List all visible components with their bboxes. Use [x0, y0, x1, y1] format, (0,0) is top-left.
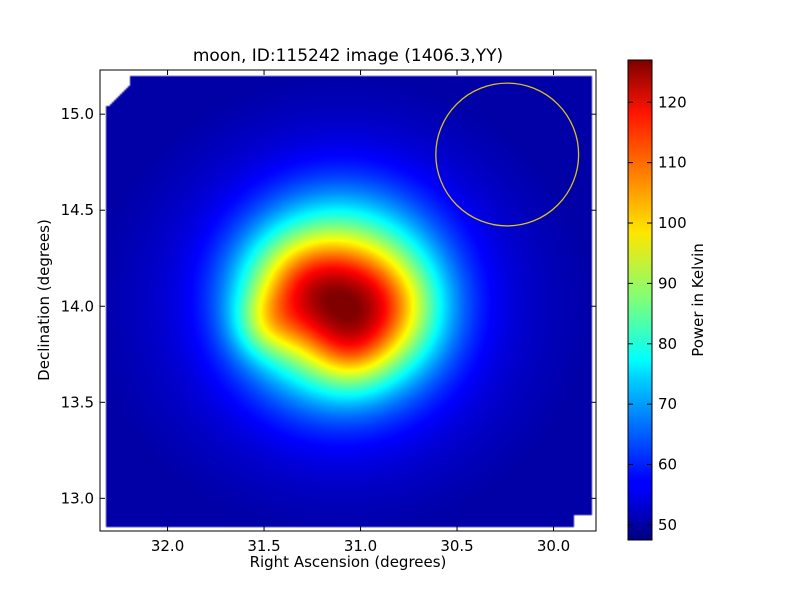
x-tick-label: 30.0 [537, 537, 570, 555]
colorbar-tick-label: 60 [658, 456, 677, 474]
heatmap-image [100, 70, 596, 531]
x-axis: 32.0 31.5 31.0 30.5 30.0 [151, 70, 570, 555]
colorbar-tick-label: 100 [658, 214, 687, 232]
colorbar-tick-label: 80 [658, 335, 677, 353]
colorbar-label: Power in Kelvin [689, 243, 707, 357]
colorbar-gradient [628, 60, 652, 540]
y-tick-label: 13.0 [61, 489, 94, 507]
x-tick-label: 31.0 [344, 537, 377, 555]
colorbar-tick-label: 120 [658, 93, 687, 111]
colorbar-tick-label: 90 [658, 274, 677, 292]
x-tick-label: 30.5 [440, 537, 473, 555]
y-tick-label: 13.5 [61, 393, 94, 411]
colorbar-tick-label: 50 [658, 516, 677, 534]
heatmap-layer [100, 70, 596, 531]
colorbar-frame [627, 59, 653, 541]
colorbar-tick-label: 110 [658, 154, 687, 172]
x-tick-label: 32.0 [151, 537, 184, 555]
y-tick-label: 14.5 [61, 201, 94, 219]
plot-frame [99, 69, 597, 532]
chart-title: moon, ID:115242 image (1406.3,YY) [193, 46, 503, 66]
y-axis: 13.0 13.5 14.0 14.5 15.0 [61, 105, 596, 507]
y-axis-label: Declination (degrees) [35, 219, 53, 381]
x-tick-label: 31.5 [247, 537, 280, 555]
colorbar-ticks: 50 60 70 80 90 100 110 120 [628, 93, 687, 534]
y-tick-label: 14.0 [61, 297, 94, 315]
colorbar-tick-label: 70 [658, 395, 677, 413]
reference-circle [435, 82, 580, 227]
y-tick-label: 15.0 [61, 105, 94, 123]
x-axis-label: Right Ascension (degrees) [250, 553, 447, 571]
